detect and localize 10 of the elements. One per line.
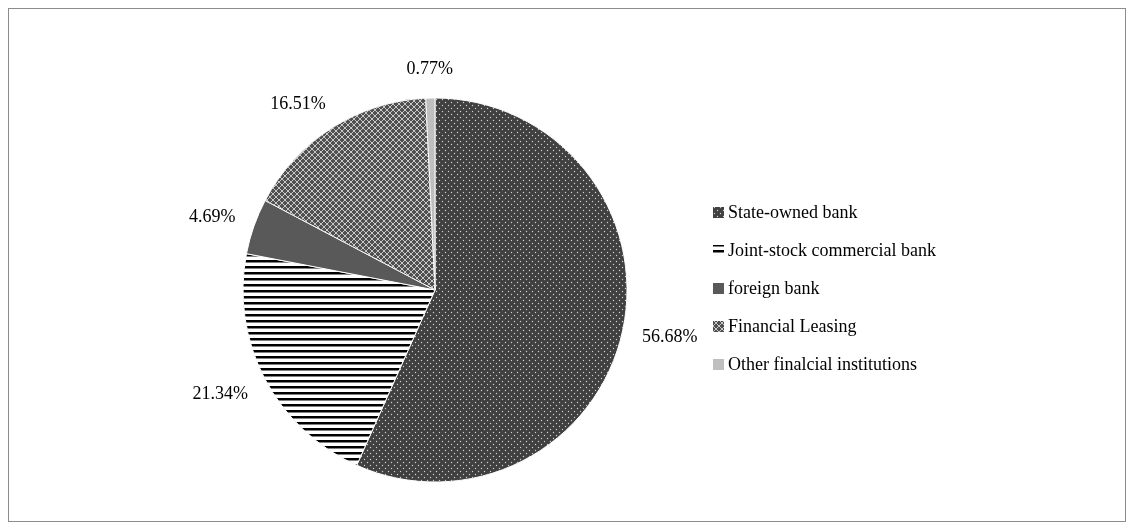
data-label: 16.51%	[270, 92, 326, 113]
legend-label: Joint-stock commercial bank	[728, 240, 936, 260]
data-label: 56.68%	[642, 326, 698, 347]
legend-label: foreign bank	[728, 278, 820, 298]
data-label: 0.77%	[406, 58, 453, 79]
legend-label: State-owned bank	[728, 202, 858, 222]
legend-label: Other finalcial institutions	[728, 354, 917, 374]
data-label: 4.69%	[189, 206, 236, 227]
data-label: 21.34%	[192, 382, 249, 403]
legend-label: Financial Leasing	[728, 316, 857, 336]
